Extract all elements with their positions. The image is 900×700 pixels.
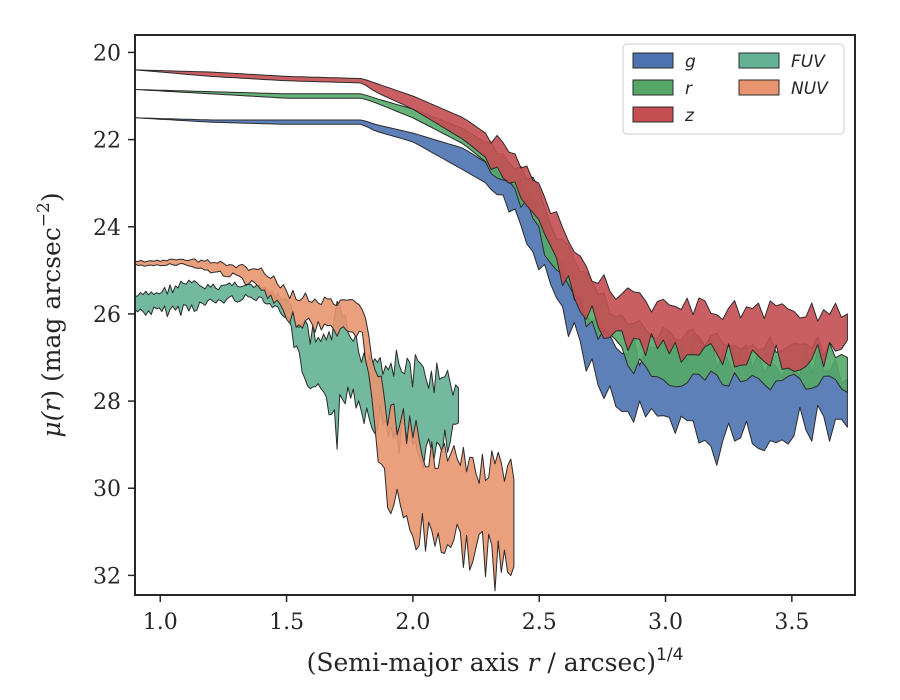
y-tick-label: 24	[93, 216, 121, 241]
y-tick-label: 22	[93, 129, 121, 154]
legend-swatch-fuv	[738, 52, 780, 69]
legend-swatch-z	[632, 106, 674, 123]
y-tick-label: 28	[93, 390, 121, 415]
x-axis: 1.0 1.5 2.0 2.5 3.0 3.5	[143, 595, 809, 635]
x-tick-label: 2.0	[395, 610, 430, 635]
series-area-nuv	[135, 258, 515, 592]
legend-label-r: r	[685, 79, 693, 99]
legend-label-fuv: FUV	[791, 52, 826, 72]
legend-swatch-g	[632, 52, 674, 69]
y-tick-label: 20	[93, 41, 121, 66]
y-tick-label: 32	[93, 564, 121, 589]
x-tick-label: 1.5	[269, 610, 304, 635]
plot-frame	[134, 34, 856, 596]
legend: grz FUV NUV	[622, 43, 845, 135]
legend-swatch-r	[632, 79, 674, 96]
series-areas	[135, 69, 848, 592]
legend-label-g: g	[685, 52, 696, 72]
y-axis-label: μ(r) (mag arcsec−2)	[34, 192, 66, 437]
x-axis-label: (Semi-major axis r / arcsec)1/4	[307, 645, 684, 677]
y-axis: 20 22 24 26 28 30 32	[93, 41, 135, 589]
x-tick-label: 3.5	[774, 610, 809, 635]
y-tick-label: 26	[93, 303, 121, 328]
x-tick-label: 3.0	[648, 610, 683, 635]
series-area-z	[135, 69, 848, 372]
legend-swatch-nuv	[738, 79, 780, 96]
x-tick-label: 2.5	[522, 610, 557, 635]
legend-label-z: z	[684, 106, 695, 126]
legend-box	[622, 43, 845, 135]
x-tick-label: 1.0	[143, 610, 178, 635]
legend-label-nuv: NUV	[791, 79, 829, 99]
y-tick-label: 30	[93, 477, 121, 502]
